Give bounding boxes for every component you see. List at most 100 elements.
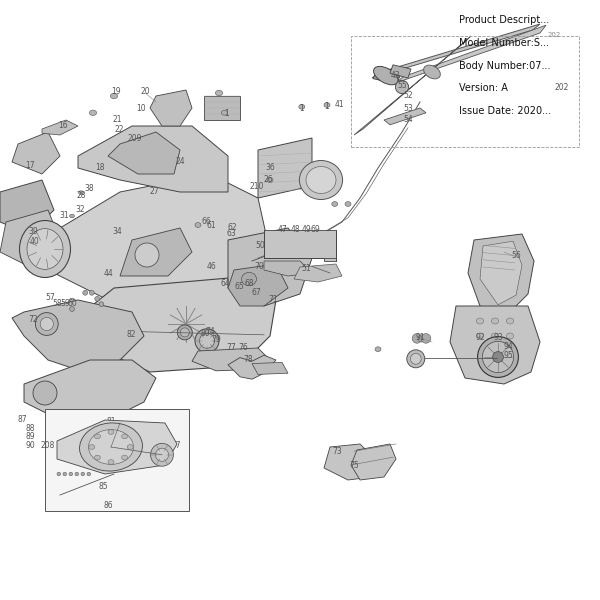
Ellipse shape xyxy=(87,472,91,476)
Ellipse shape xyxy=(195,329,219,353)
Text: 210: 210 xyxy=(250,182,264,191)
Text: 41: 41 xyxy=(334,100,344,109)
Text: Body Number:07...: Body Number:07... xyxy=(459,61,551,71)
Text: 62: 62 xyxy=(228,223,238,232)
Ellipse shape xyxy=(299,160,343,199)
Text: 34: 34 xyxy=(112,226,122,235)
Ellipse shape xyxy=(19,220,71,277)
Text: 65: 65 xyxy=(235,283,244,291)
Text: 87: 87 xyxy=(17,415,27,425)
Text: 207: 207 xyxy=(166,441,181,450)
Text: 64: 64 xyxy=(220,280,230,289)
Text: 51: 51 xyxy=(301,263,311,272)
Ellipse shape xyxy=(476,318,484,324)
Text: 28: 28 xyxy=(76,191,86,199)
Ellipse shape xyxy=(478,337,518,377)
Ellipse shape xyxy=(94,434,100,439)
Ellipse shape xyxy=(135,243,159,267)
Ellipse shape xyxy=(506,318,514,324)
Polygon shape xyxy=(264,261,312,276)
Polygon shape xyxy=(354,36,471,135)
Text: 18: 18 xyxy=(95,163,105,173)
Ellipse shape xyxy=(75,472,79,476)
Text: 72: 72 xyxy=(29,316,38,324)
Ellipse shape xyxy=(89,110,97,115)
Text: 31: 31 xyxy=(59,211,69,220)
Ellipse shape xyxy=(63,472,67,476)
Text: 81: 81 xyxy=(107,418,116,426)
Ellipse shape xyxy=(33,381,57,405)
Ellipse shape xyxy=(108,460,114,464)
Text: 55: 55 xyxy=(397,81,407,89)
Text: 32: 32 xyxy=(75,205,85,214)
Polygon shape xyxy=(294,264,342,282)
Ellipse shape xyxy=(491,333,499,339)
Polygon shape xyxy=(24,360,156,420)
Ellipse shape xyxy=(178,325,193,340)
Text: 75: 75 xyxy=(349,461,359,470)
Text: 44: 44 xyxy=(103,269,113,277)
Ellipse shape xyxy=(424,65,440,79)
Ellipse shape xyxy=(407,350,425,368)
Text: 85: 85 xyxy=(98,482,108,491)
Polygon shape xyxy=(0,210,60,264)
Ellipse shape xyxy=(324,103,330,107)
Polygon shape xyxy=(390,65,411,78)
Polygon shape xyxy=(120,228,192,276)
Polygon shape xyxy=(258,138,312,198)
Ellipse shape xyxy=(89,430,133,464)
Text: 36: 36 xyxy=(265,163,275,173)
Polygon shape xyxy=(228,264,288,306)
Ellipse shape xyxy=(395,80,409,94)
Ellipse shape xyxy=(79,191,83,194)
Bar xyxy=(45,409,189,511)
Text: 43: 43 xyxy=(391,70,400,79)
Text: 88: 88 xyxy=(25,424,35,433)
Text: 1: 1 xyxy=(224,109,229,118)
Text: 86: 86 xyxy=(104,502,113,510)
Text: 61: 61 xyxy=(207,220,217,229)
Ellipse shape xyxy=(299,104,305,109)
Ellipse shape xyxy=(181,328,190,337)
Text: 90: 90 xyxy=(25,440,35,450)
Text: 89: 89 xyxy=(25,432,35,441)
Ellipse shape xyxy=(70,298,74,302)
Ellipse shape xyxy=(418,335,425,342)
Text: 63: 63 xyxy=(226,229,236,238)
Polygon shape xyxy=(468,234,534,312)
Text: 40: 40 xyxy=(30,237,40,246)
Polygon shape xyxy=(0,180,54,234)
Ellipse shape xyxy=(127,445,133,449)
Text: 59: 59 xyxy=(60,298,70,307)
Ellipse shape xyxy=(122,434,128,439)
Text: 1: 1 xyxy=(325,101,329,110)
Ellipse shape xyxy=(27,229,63,269)
Ellipse shape xyxy=(83,290,88,295)
Ellipse shape xyxy=(89,290,94,295)
Text: Model Number:S...: Model Number:S... xyxy=(459,38,549,48)
Polygon shape xyxy=(384,108,426,125)
Text: Version: A: Version: A xyxy=(459,83,508,94)
Text: 92: 92 xyxy=(475,334,485,342)
Polygon shape xyxy=(252,362,288,374)
Text: 202: 202 xyxy=(554,82,569,91)
Text: 71: 71 xyxy=(268,295,278,304)
Ellipse shape xyxy=(375,347,381,352)
Ellipse shape xyxy=(122,455,128,460)
Text: 91: 91 xyxy=(415,334,425,342)
Ellipse shape xyxy=(421,334,431,343)
Ellipse shape xyxy=(345,202,351,206)
Ellipse shape xyxy=(94,455,100,460)
Ellipse shape xyxy=(306,166,336,193)
Ellipse shape xyxy=(412,334,422,343)
Text: 95: 95 xyxy=(504,350,514,359)
Polygon shape xyxy=(228,228,312,306)
Text: 19: 19 xyxy=(111,87,121,95)
Text: 22: 22 xyxy=(114,124,124,133)
Ellipse shape xyxy=(241,272,257,286)
Text: 80: 80 xyxy=(200,329,210,337)
Ellipse shape xyxy=(267,178,273,182)
Ellipse shape xyxy=(108,430,114,434)
Polygon shape xyxy=(36,174,270,318)
Ellipse shape xyxy=(69,472,73,476)
